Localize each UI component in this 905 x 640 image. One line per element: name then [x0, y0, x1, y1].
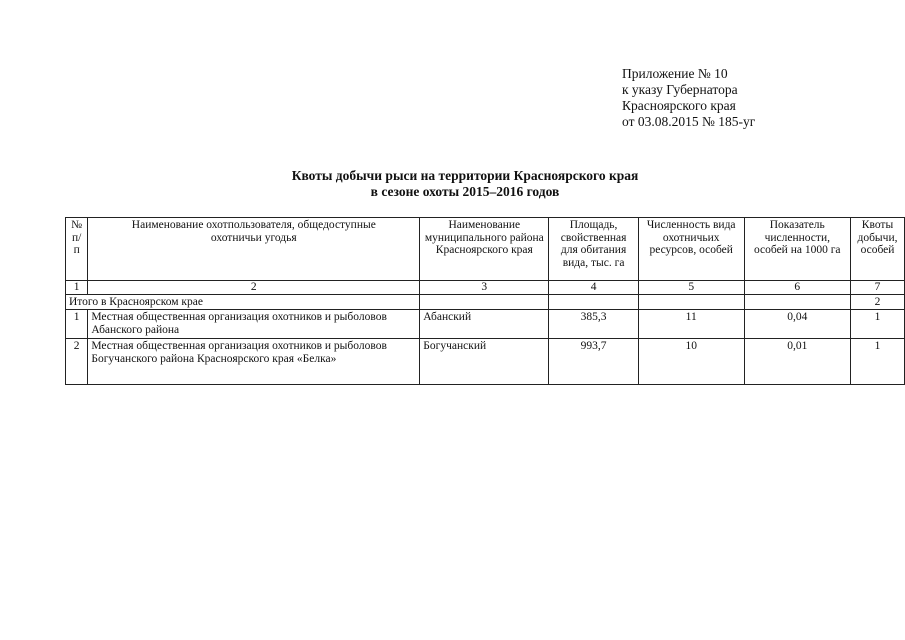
appendix-note: Приложение № 10 к указу Губернатора Крас…	[622, 66, 755, 130]
empty-cell	[419, 293, 550, 310]
total-quota: 2	[849, 293, 905, 310]
header-cell: Наименование муниципального района Красн…	[419, 217, 550, 281]
quota: 1	[849, 309, 905, 339]
area: 385,3	[548, 309, 639, 339]
header-cell: Численность вида охотничьих ресурсов, ос…	[637, 217, 745, 281]
district: Абанский	[419, 309, 550, 339]
column-number: 3	[419, 280, 550, 295]
document-title: Квоты добычи рыси на территории Краснояр…	[200, 168, 730, 200]
column-number: 6	[743, 280, 851, 295]
population: 10	[637, 338, 745, 385]
quota: 1	[849, 338, 905, 385]
title-line: Квоты добычи рыси на территории Краснояр…	[291, 168, 639, 183]
row-number: 1	[64, 309, 89, 339]
appendix-line: от 03.08.2015 № 185-уг	[622, 114, 756, 129]
column-number: 5	[637, 280, 745, 295]
header-cell: Показатель численности, особей на 1000 г…	[743, 217, 851, 281]
header-row: № п/п Наименование охотпользователя, общ…	[64, 217, 905, 281]
quota-table: № п/п Наименование охотпользователя, общ…	[64, 217, 905, 385]
column-number: 1	[64, 280, 89, 295]
district: Богучанский	[419, 338, 550, 385]
total-row: Итого в Красноярском крае 2	[64, 293, 905, 310]
user-name: Местная общественная организация охотник…	[87, 309, 421, 339]
title-line: в сезоне охоты 2015–2016 годов	[370, 184, 560, 199]
appendix-line: Красноярского края	[622, 98, 736, 113]
total-label: Итого в Красноярском крае	[64, 293, 421, 310]
area: 993,7	[548, 338, 639, 385]
column-number: 2	[87, 280, 421, 295]
header-cell: Наименование охотпользователя, общедосту…	[87, 217, 421, 281]
column-number-row: 1 2 3 4 5 6 7	[64, 280, 905, 295]
column-number: 7	[849, 280, 905, 295]
density: 0,01	[743, 338, 851, 385]
table-row: 2 Местная общественная организация охотн…	[64, 338, 905, 385]
header-cell: № п/п	[64, 217, 89, 281]
empty-cell	[637, 293, 745, 310]
appendix-line: Приложение № 10	[622, 66, 728, 81]
row-number: 2	[64, 338, 89, 385]
population: 11	[637, 309, 745, 339]
appendix-line: к указу Губернатора	[622, 82, 738, 97]
density: 0,04	[743, 309, 851, 339]
empty-cell	[743, 293, 851, 310]
column-number: 4	[548, 280, 639, 295]
table-row: 1 Местная общественная организация охотн…	[64, 309, 905, 339]
user-name: Местная общественная организация охотник…	[87, 338, 421, 385]
header-cell: Площадь, свойственная для обитания вида,…	[548, 217, 639, 281]
header-cell: Квоты добычи, особей	[849, 217, 905, 281]
empty-cell	[548, 293, 639, 310]
